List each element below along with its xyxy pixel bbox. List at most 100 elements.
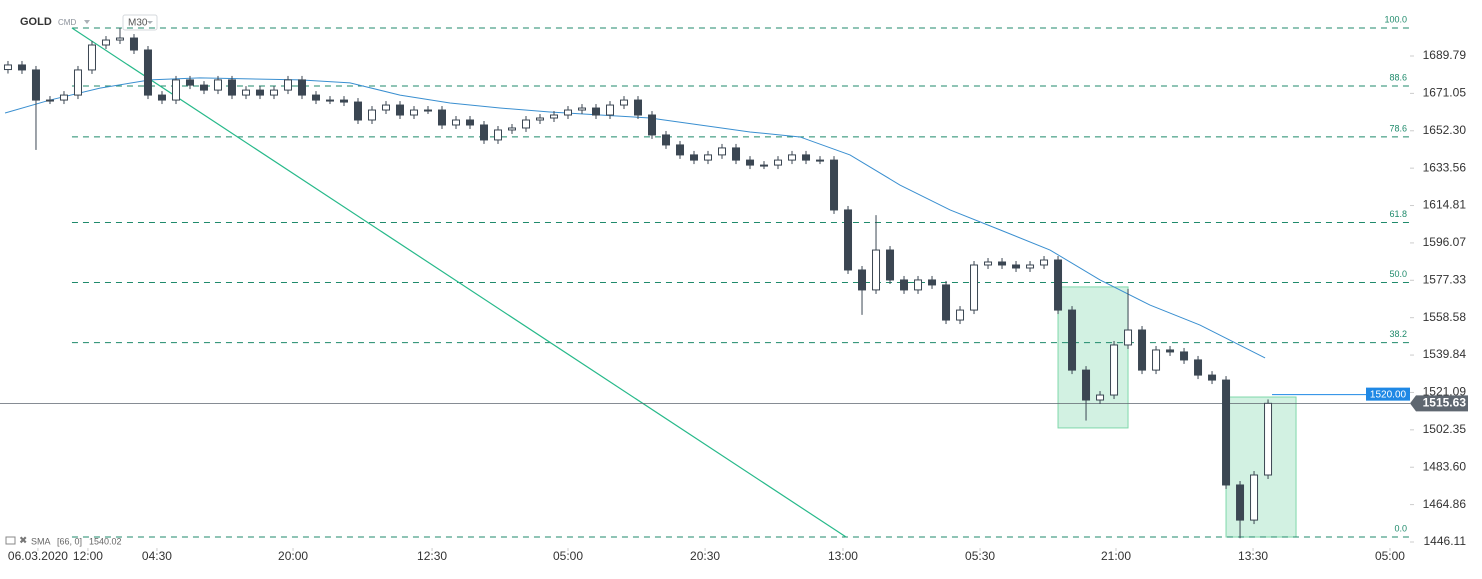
y-tick-label: 1689.79 [1423, 48, 1467, 62]
candle-body [942, 284, 951, 321]
candle-body [1264, 402, 1273, 476]
candle-body [1138, 329, 1147, 371]
candle-body [872, 249, 881, 291]
candle-body [437, 109, 446, 126]
x-tick-label: 20:00 [278, 549, 308, 563]
candle-body [213, 79, 222, 91]
candle-body [1040, 259, 1049, 266]
candle-body [199, 84, 208, 91]
candle-body [774, 159, 783, 166]
fib-label: 78.6 [1389, 123, 1407, 133]
candle-body [984, 261, 993, 266]
legend-icon[interactable] [5, 536, 16, 545]
candle-body [1068, 309, 1077, 371]
fib-label: 38.2 [1389, 329, 1407, 339]
candle-body [31, 69, 40, 101]
y-tick-label: 1464.86 [1423, 497, 1467, 511]
symbol[interactable]: GOLD [20, 16, 52, 28]
candle-body [1250, 474, 1259, 521]
candle-body [1012, 264, 1021, 269]
candle-body [564, 109, 573, 116]
candle-body [536, 117, 545, 121]
indicator-legend: ✖ SMA [66, 0] 1540.02 [5, 536, 122, 547]
market: CMD [58, 18, 76, 27]
sma-name: SMA [31, 536, 51, 546]
candle-body [423, 109, 432, 112]
candle-body [101, 39, 110, 46]
candle-body [900, 279, 909, 291]
candle-body [1152, 349, 1161, 371]
candle-body [325, 99, 334, 102]
candle-body [956, 309, 965, 321]
fib-label: 100.0 [1384, 14, 1407, 24]
candle-body [802, 154, 811, 161]
y-tick-label: 1596.07 [1423, 235, 1467, 249]
x-tick-label: 12:00 [73, 549, 103, 563]
timeframe: M30 [128, 18, 148, 29]
y-tick-label: 1652.30 [1423, 123, 1467, 137]
fib-label: 50.0 [1389, 269, 1407, 279]
candle-body [844, 209, 853, 271]
candle-body [928, 279, 937, 286]
candle-body [115, 37, 124, 41]
candle-body [480, 124, 489, 141]
candle-body [914, 279, 923, 291]
candle-body [578, 107, 587, 111]
timeframe-button[interactable] [122, 14, 158, 31]
x-tick-label: 05:00 [553, 549, 583, 563]
candle-body [858, 269, 867, 291]
candle-body [970, 264, 979, 311]
candle-body [816, 159, 825, 162]
price-marker-label: 1520.00 [1370, 389, 1407, 400]
candle-body [592, 107, 601, 116]
candle-body [59, 94, 68, 101]
x-tick-label: 20:30 [690, 549, 720, 563]
candle-body [339, 99, 348, 103]
price-marker-box [1366, 387, 1410, 401]
market-dropdown[interactable] [84, 20, 90, 24]
candle-body [3, 64, 12, 71]
y-tick-label: 1483.60 [1423, 459, 1467, 473]
candle-body [704, 154, 713, 161]
candle-body [73, 69, 82, 96]
candle-body [508, 127, 517, 131]
last-price-badge [1410, 395, 1468, 412]
x-tick-label: 06.03.2020 [8, 549, 68, 563]
candle-body [1208, 374, 1217, 381]
y-tick-label: 1558.58 [1423, 310, 1467, 324]
candle-body [269, 89, 278, 96]
candle-body [157, 94, 166, 101]
candle-body [690, 154, 699, 161]
candle-body [620, 99, 629, 106]
candle-body [381, 104, 390, 111]
candle-body [297, 79, 306, 96]
y-tick-label: 1577.33 [1423, 272, 1467, 286]
candle-body [17, 64, 26, 71]
candle-body [1222, 379, 1231, 486]
candle-body [466, 119, 474, 126]
candle-body [451, 119, 460, 126]
candle-body [676, 144, 685, 156]
legend-close[interactable]: ✖ [19, 536, 27, 547]
x-tick-label: 13:00 [828, 549, 858, 563]
candle-body [830, 159, 839, 211]
candle-body [395, 104, 404, 116]
candle-body [1236, 484, 1245, 521]
x-tick-label: 21:00 [1101, 549, 1131, 563]
candle-body [1054, 259, 1063, 311]
candle-body [1180, 351, 1189, 361]
candle-body [87, 44, 96, 71]
candle-body [662, 134, 671, 146]
candle-body [760, 164, 769, 167]
candle-body [718, 147, 727, 156]
candle-body [1166, 349, 1175, 353]
candle-body [732, 147, 741, 161]
candle-body [185, 79, 194, 86]
candle-body [634, 99, 643, 116]
last-price-label: 1515.63 [1423, 396, 1467, 410]
candle-body [522, 119, 531, 129]
y-tick-label: 1614.81 [1423, 198, 1467, 212]
sma-value: 1540.02 [89, 536, 122, 546]
candle-body [1194, 359, 1203, 376]
candle-body [998, 261, 1007, 266]
